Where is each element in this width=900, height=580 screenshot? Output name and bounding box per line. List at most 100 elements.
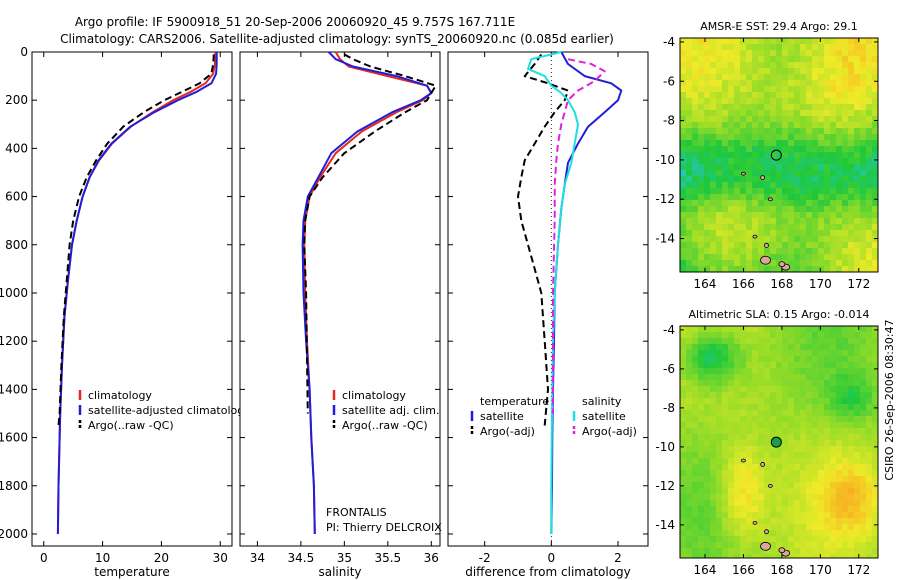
map-cell — [812, 488, 819, 495]
map-cell — [848, 146, 855, 153]
map-cell — [782, 500, 789, 507]
map-cell — [692, 434, 699, 441]
map-cell — [782, 536, 789, 543]
map-cell — [842, 434, 849, 441]
map-cell — [860, 446, 867, 453]
map-cell — [854, 404, 861, 411]
series-line-4 — [552, 58, 606, 414]
map-cell — [812, 44, 819, 51]
map-cell — [794, 482, 801, 489]
map-cell — [782, 362, 789, 369]
map-cell — [824, 140, 831, 147]
map-cell — [824, 260, 831, 267]
map-cell — [788, 218, 795, 225]
map-cell — [824, 224, 831, 231]
map-field — [680, 326, 878, 558]
map-cell — [716, 416, 723, 423]
legend-label: salinity — [582, 395, 622, 408]
map-cell — [704, 398, 711, 405]
map-cell — [782, 428, 789, 435]
map-cell — [746, 236, 753, 243]
map-cell — [854, 230, 861, 237]
map-cell — [806, 236, 813, 243]
map-cell — [680, 512, 687, 519]
map-cell — [776, 542, 783, 549]
map-cell — [698, 158, 705, 165]
map-cell — [776, 350, 783, 357]
map-cell — [794, 416, 801, 423]
map-cell — [776, 128, 783, 135]
map-cell — [752, 146, 759, 153]
map-cell — [782, 206, 789, 213]
map-cell — [830, 506, 837, 513]
map-cell — [680, 470, 687, 477]
map-cell — [824, 236, 831, 243]
map-cell — [872, 512, 878, 519]
map-cell — [776, 38, 783, 45]
map-cell — [710, 464, 717, 471]
map-cell — [734, 176, 741, 183]
map-cell — [794, 518, 801, 525]
map-cell — [776, 500, 783, 507]
map-cell — [710, 38, 717, 45]
map-cell — [746, 452, 753, 459]
map-cell — [824, 164, 831, 171]
map-cell — [860, 344, 867, 351]
map-cell — [788, 464, 795, 471]
x-tick-label: 166 — [732, 277, 755, 291]
map-cell — [776, 62, 783, 69]
map-cell — [686, 416, 693, 423]
map-cell — [860, 254, 867, 261]
map-cell — [824, 152, 831, 159]
map-cell — [704, 332, 711, 339]
map-cell — [830, 518, 837, 525]
map-cell — [848, 152, 855, 159]
map-cell — [836, 176, 843, 183]
map-cell — [746, 554, 753, 558]
map-cell — [860, 56, 867, 63]
map-cell — [752, 374, 759, 381]
map-cell — [740, 98, 747, 105]
map-cell — [728, 368, 735, 375]
map-cell — [848, 458, 855, 465]
map-cell — [866, 200, 873, 207]
map-cell — [746, 464, 753, 471]
map-cell — [830, 464, 837, 471]
map-cell — [776, 434, 783, 441]
map-cell — [830, 404, 837, 411]
map-cell — [800, 194, 807, 201]
map-cell — [770, 212, 777, 219]
map-cell — [860, 554, 867, 558]
map-cell — [854, 92, 861, 99]
map-cell — [758, 68, 765, 75]
map-cell — [692, 380, 699, 387]
map-cell — [740, 176, 747, 183]
map-cell — [770, 500, 777, 507]
profile-panel-2: 34 34.5 35 35.5 36salinityclimatologysatelli… — [239, 51, 442, 579]
map-cell — [704, 446, 711, 453]
map-cell — [800, 212, 807, 219]
map-cell — [812, 182, 819, 189]
map-cell — [746, 494, 753, 501]
map-cell — [782, 44, 789, 51]
map-cell — [686, 362, 693, 369]
map-cell — [866, 398, 873, 405]
map-cell — [818, 356, 825, 363]
map-cell — [728, 56, 735, 63]
map-cell — [740, 56, 747, 63]
map-cell — [848, 224, 855, 231]
map-cell — [770, 488, 777, 495]
map-cell — [854, 344, 861, 351]
map-cell — [806, 446, 813, 453]
map-cell — [776, 110, 783, 117]
map-cell — [860, 416, 867, 423]
map-cell — [818, 104, 825, 111]
map-cell — [872, 74, 878, 81]
map-cell — [782, 446, 789, 453]
map-cell — [758, 38, 765, 45]
map-cell — [776, 74, 783, 81]
map-cell — [734, 68, 741, 75]
map-cell — [752, 506, 759, 513]
x-tick-label: 168 — [770, 277, 793, 291]
map-cell — [710, 488, 717, 495]
